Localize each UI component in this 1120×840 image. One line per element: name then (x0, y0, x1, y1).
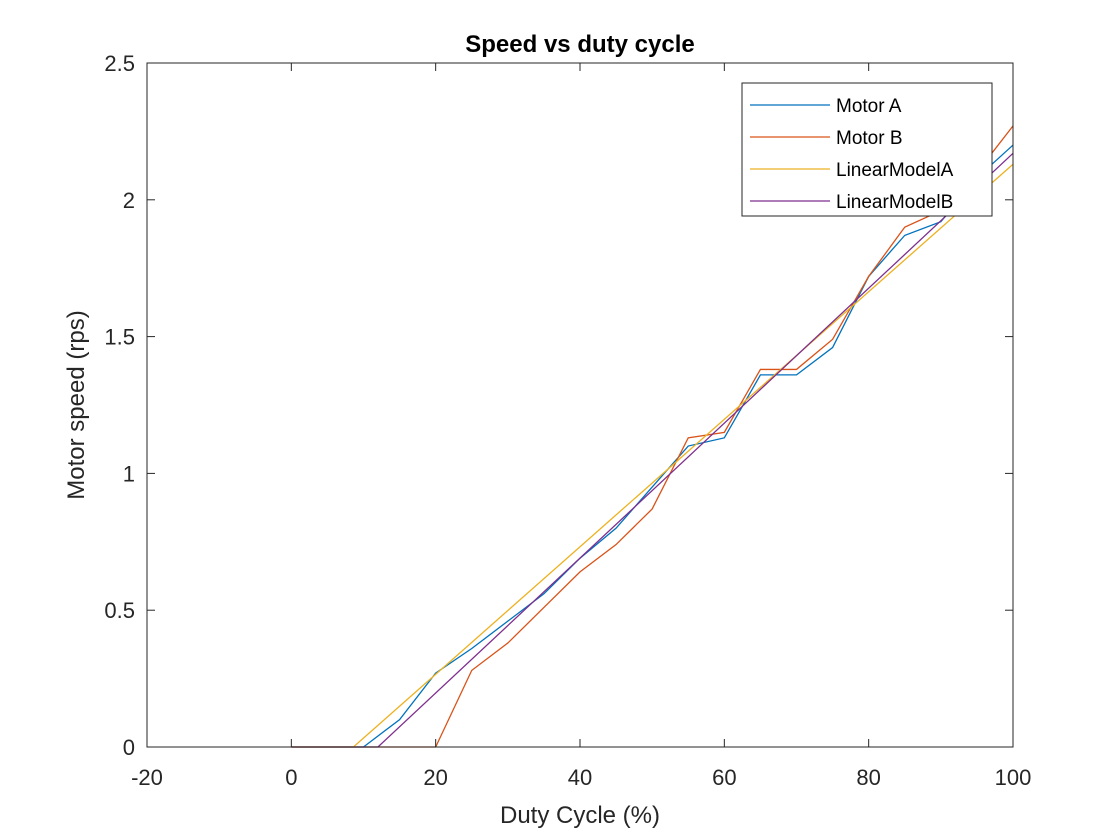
ticks-layer: -20 0 20 40 60 80 100 0 0.5 1 1.5 2 2.5 (104, 51, 1031, 790)
y-tick-label: 2 (123, 188, 135, 213)
legend: Motor A Motor B LinearModelA LinearModelB (741, 82, 993, 217)
x-axis-label: Duty Cycle (%) (500, 802, 660, 829)
y-tick-label: 2.5 (104, 51, 135, 76)
x-tick-label: 20 (423, 765, 447, 790)
x-tick-label: -20 (131, 765, 163, 790)
legend-label-1: Motor A (836, 96, 902, 117)
x-tick-label: 100 (995, 765, 1032, 790)
legend-label-2: Motor B (836, 128, 903, 149)
legend-label-3: LinearModelA (836, 160, 954, 181)
x-tick-label: 60 (712, 765, 736, 790)
legend-label-4: LinearModelB (836, 192, 953, 213)
x-tick-label: 0 (285, 765, 297, 790)
x-tick-label: 80 (856, 765, 880, 790)
chart-title: Speed vs duty cycle (465, 31, 694, 58)
y-tick-label: 1.5 (104, 325, 135, 350)
y-tick-label: 0.5 (104, 598, 135, 623)
x-tick-label: 40 (568, 765, 592, 790)
y-tick-label: 0 (123, 735, 135, 760)
y-tick-label: 1 (123, 461, 135, 486)
y-axis-label: Motor speed (rps) (63, 310, 90, 499)
